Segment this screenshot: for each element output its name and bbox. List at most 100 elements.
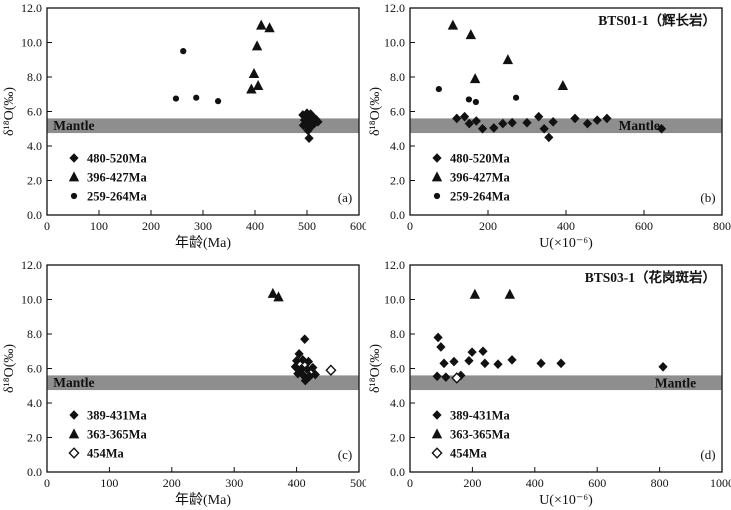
legend-marker-diamond: [432, 410, 442, 420]
data-point-diamond: [436, 342, 446, 352]
data-point-diamond: [298, 110, 308, 120]
y-tick-label: 12.0: [21, 1, 42, 15]
x-tick-label: 400: [526, 476, 544, 490]
legend-label: 259-264Ma: [450, 190, 510, 204]
y-tick-label: 0.0: [27, 208, 42, 222]
mantle-label: Mantle: [53, 118, 94, 133]
data-point-diamond: [480, 358, 490, 369]
x-tick-label: 400: [288, 476, 306, 490]
chart-panel-d: Mantle 0 200 400 600 800 1000 0.0 2.0 4.0 6.0 8.0 10…: [368, 258, 731, 508]
data-point-diamond: [658, 361, 668, 372]
x-tick-label: 300: [194, 219, 212, 233]
data-point-diamond: [433, 332, 443, 343]
x-tick-label: 200: [463, 476, 481, 490]
x-tick-label: 400: [246, 219, 264, 233]
y-tick-label: 10.0: [21, 293, 42, 307]
data-point-diamond: [313, 117, 323, 127]
legend-label: 259-264Ma: [87, 190, 147, 204]
data-point-circle: [214, 98, 222, 105]
data-point-triangle: [502, 54, 514, 65]
data-point-diamond: [467, 347, 477, 357]
y-axis-title: δ¹⁸O(‰): [368, 87, 383, 136]
y-tick-label: 6.0: [27, 105, 42, 119]
data-point-diamond: [303, 125, 313, 136]
x-axis-title: U(×10⁻⁶): [539, 236, 593, 251]
panel-letter: (a): [338, 190, 352, 205]
data-point-diamond: [464, 355, 474, 366]
data-point-diamond: [298, 370, 309, 381]
x-tick-label: 0: [44, 219, 50, 233]
x-tick-label: 200: [479, 219, 497, 233]
legend-marker-triangle: [68, 171, 80, 182]
x-axis-title: U(×10⁻⁶): [539, 493, 593, 508]
x-tick-label: 300: [225, 476, 243, 490]
data-point-circle: [193, 94, 200, 101]
y-tick-label: 12.0: [21, 258, 42, 272]
data-point-diamond: [439, 358, 449, 369]
x-tick-label: 0: [44, 476, 50, 490]
legend-marker-open-diamond: [68, 447, 80, 459]
x-tick-label: 200: [163, 476, 181, 490]
data-point-diamond: [522, 117, 532, 128]
y-tick-label: 2.0: [390, 174, 405, 188]
chart-panel-c: Mantle 0 100 200 300 400 500 0.0 2.0 4.0 6.0 8.0 10.…: [2, 258, 366, 508]
legend-label: 363-365Ma: [450, 428, 510, 442]
data-point-circle: [172, 95, 180, 102]
legend-label: 480-520Ma: [87, 152, 147, 166]
legend-marker-diamond: [69, 410, 79, 420]
data-point-circle: [180, 48, 187, 55]
y-tick-label: 8.0: [27, 70, 42, 84]
legend-marker-diamond: [69, 153, 79, 163]
legend-label: 480-520Ma: [450, 152, 510, 166]
y-tick-label: 8.0: [390, 70, 405, 84]
x-tick-label: 600: [635, 219, 653, 233]
legend-label: 389-431Ma: [87, 409, 147, 423]
data-point-triangle: [267, 287, 279, 298]
data-point-circle: [512, 94, 520, 101]
y-tick-label: 4.0: [27, 139, 42, 153]
data-point-open-diamond: [325, 364, 337, 377]
data-point-diamond: [304, 133, 314, 144]
data-point-diamond: [298, 355, 308, 365]
legend-marker-triangle: [431, 428, 443, 439]
data-point-triangle: [504, 288, 516, 299]
x-tick-label: 400: [557, 219, 575, 233]
x-tick-label: 200: [142, 219, 160, 233]
mantle-band: [47, 118, 359, 134]
y-tick-label: 10.0: [384, 36, 405, 50]
data-point-triangle: [465, 29, 477, 40]
y-tick-label: 2.0: [27, 431, 42, 445]
x-axis-title: 年龄(Ma): [175, 235, 231, 251]
data-point-diamond: [548, 117, 558, 127]
y-tick-label: 0.0: [390, 465, 405, 479]
panel-title: BTS01-1（辉长岩）: [598, 12, 716, 28]
legend-marker-open-diamond: [431, 447, 443, 459]
data-point-circle: [435, 85, 442, 93]
y-tick-label: 6.0: [390, 105, 405, 119]
data-point-diamond: [300, 334, 310, 344]
data-point-diamond: [292, 355, 302, 366]
mantle-label: Mantle: [53, 375, 94, 390]
y-axis-title: δ¹⁸O(‰): [2, 344, 17, 393]
panel-letter: (d): [700, 447, 715, 462]
y-tick-label: 0.0: [27, 465, 42, 479]
chart-panel-a: Mantle 0 100 200 300 400 500 600 0.0 2.0 4.0 6.0 8.0…: [2, 1, 366, 251]
y-axis-title: δ¹⁸O(‰): [368, 344, 383, 393]
y-tick-label: 6.0: [27, 362, 42, 376]
y-tick-label: 6.0: [390, 362, 405, 376]
data-point-diamond: [656, 123, 667, 134]
mantle-label: Mantle: [619, 118, 660, 133]
data-point-triangle: [248, 67, 260, 78]
legend-label: 454Ma: [87, 447, 125, 461]
data-point-triangle: [447, 19, 459, 30]
panel-letter: (c): [338, 447, 352, 462]
x-axis-title: 年龄(Ma): [175, 492, 231, 508]
legend-label: 363-365Ma: [87, 428, 147, 442]
data-point-triangle: [256, 19, 267, 30]
x-tick-label: 0: [407, 219, 413, 233]
x-tick-label: 500: [350, 476, 366, 490]
x-tick-label: 1000: [710, 476, 731, 490]
data-point-diamond: [556, 358, 566, 369]
mantle-label: Mantle: [655, 376, 696, 391]
